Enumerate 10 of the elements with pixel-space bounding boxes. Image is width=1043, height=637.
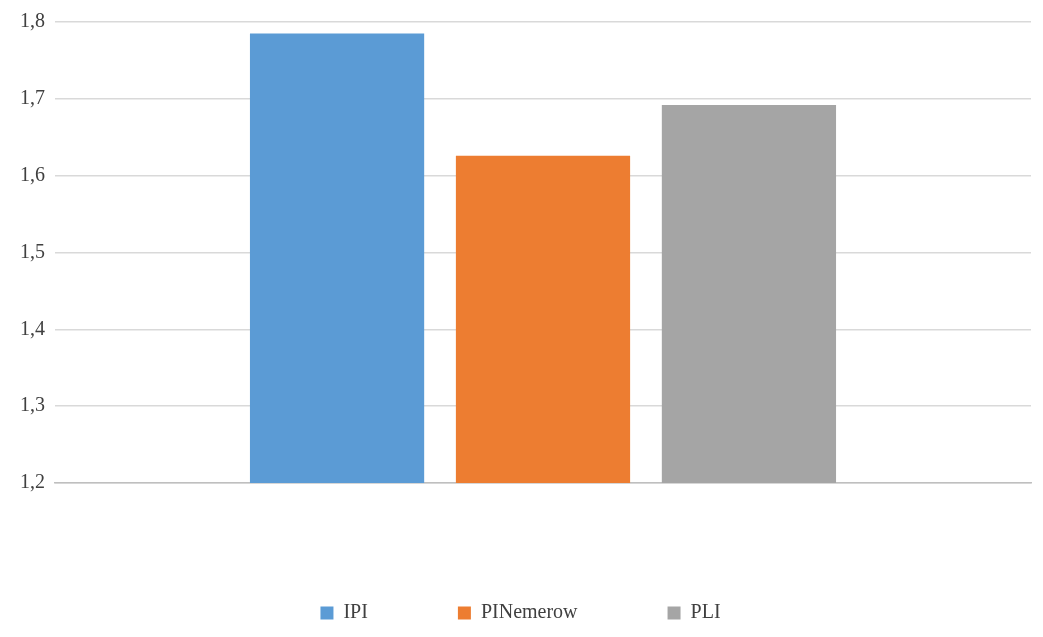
legend-label: PINemerow <box>480 600 579 623</box>
y-tick-label: 1,7 <box>20 86 45 109</box>
y-tick-label: 1,3 <box>20 393 45 416</box>
y-tick-label: 1,4 <box>20 316 45 339</box>
legend-label: IPI <box>343 600 368 623</box>
y-tick-label: 1,6 <box>20 162 45 185</box>
y-tick-label: 1,8 <box>20 9 45 32</box>
y-tick-label: 1,2 <box>20 470 45 493</box>
y-tick-label: 1,5 <box>20 239 45 262</box>
legend-label: PLI <box>690 600 721 623</box>
